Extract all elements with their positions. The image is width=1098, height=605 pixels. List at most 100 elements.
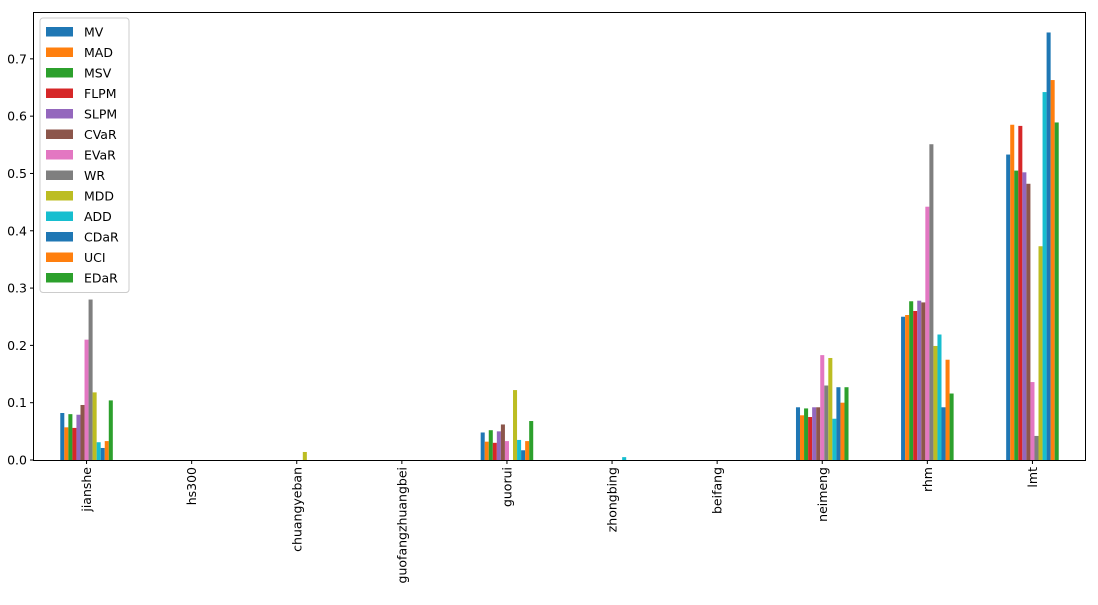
bar-slpm-lmt <box>1022 172 1027 460</box>
bar-cvar-jianshe <box>80 404 85 460</box>
bar-msv-rhm <box>909 301 914 460</box>
bar-slpm-guorui <box>496 431 501 460</box>
bar-uci-rhm <box>945 359 950 460</box>
legend-label-msv: MSV <box>84 66 112 81</box>
legend: MV MAD MSV FLPM SLPM CVaR EVaR WR MDD ADD CDaR UCI E… <box>39 17 130 293</box>
legend-label-uci: UCI <box>84 250 106 265</box>
bar-uci-jianshe <box>104 441 109 460</box>
bar-msv-jianshe <box>68 414 73 460</box>
bar-edar-guorui <box>529 421 534 460</box>
x-tick-label-zhongbing: zhongbing <box>605 467 620 532</box>
x-tick-label-neimeng: neimeng <box>815 467 830 522</box>
y-tick-label: 0.7 <box>7 51 27 66</box>
bar-msv-lmt <box>1014 170 1019 460</box>
bar-add-rhm <box>937 334 942 460</box>
y-tick-label: 0.0 <box>7 453 27 468</box>
legend-label-evar: EVaR <box>84 148 116 163</box>
bar-mdd-rhm <box>933 345 938 460</box>
legend-label-mv: MV <box>84 25 104 40</box>
bar-add-neimeng <box>832 418 837 460</box>
bar-wr-rhm <box>929 144 934 461</box>
bar-uci-guorui <box>525 441 530 460</box>
bar-mad-jianshe <box>64 427 69 460</box>
bar-evar-neimeng <box>820 355 825 460</box>
x-tick-label-beifang: beifang <box>710 467 725 514</box>
bar-edar-jianshe <box>108 400 113 460</box>
legend-box <box>39 17 130 293</box>
bar-mdd-guorui <box>513 390 518 460</box>
bar-flpm-rhm <box>913 311 918 460</box>
bar-flpm-lmt <box>1018 125 1023 461</box>
bar-wr-jianshe <box>88 299 93 460</box>
legend-swatch-cdar <box>46 232 73 242</box>
bar-mad-rhm <box>905 315 910 460</box>
bar-uci-neimeng <box>840 402 845 460</box>
legend-swatch-mad <box>46 47 73 57</box>
bar-cdar-lmt <box>1046 32 1051 460</box>
legend-swatch-flpm <box>46 88 73 98</box>
x-tick-label-chuangyeban: chuangyeban <box>289 467 304 552</box>
legend-swatch-edar <box>46 273 73 283</box>
bar-flpm-neimeng <box>808 417 813 460</box>
bar-mv-lmt <box>1006 154 1011 461</box>
bar-evar-guorui <box>504 441 509 460</box>
bar-edar-neimeng <box>844 387 849 460</box>
bar-add-guorui <box>517 439 522 460</box>
bar-cvar-neimeng <box>816 407 821 460</box>
bar-mdd-jianshe <box>92 392 97 460</box>
bar-edar-rhm <box>949 393 954 460</box>
legend-swatch-wr <box>46 170 73 180</box>
legend-swatch-uci <box>46 252 73 262</box>
bar-edar-lmt <box>1054 122 1059 461</box>
bar-evar-rhm <box>925 206 930 460</box>
x-tick-label-hs300: hs300 <box>184 467 199 505</box>
bar-cvar-guorui <box>500 424 505 460</box>
bar-cdar-neimeng <box>836 387 841 460</box>
bar-add-zhongbing <box>622 457 627 460</box>
legend-label-slpm: SLPM <box>84 107 117 122</box>
bar-mv-jianshe <box>60 413 65 460</box>
bar-wr-neimeng <box>824 385 829 460</box>
bar-mv-guorui <box>480 432 485 460</box>
bar-add-jianshe <box>96 442 101 460</box>
legend-label-cdar: CDaR <box>84 230 119 245</box>
bar-mad-neimeng <box>800 415 805 460</box>
bar-msv-neimeng <box>804 408 809 460</box>
y-tick-label: 0.3 <box>7 281 27 296</box>
x-tick-label-rhm: rhm <box>920 467 935 492</box>
bar-cvar-lmt <box>1026 183 1031 460</box>
x-tick-label-lmt: lmt <box>1025 467 1040 488</box>
legend-swatch-cvar <box>46 129 73 139</box>
legend-swatch-evar <box>46 150 73 160</box>
legend-swatch-slpm <box>46 109 73 119</box>
legend-label-flpm: FLPM <box>84 86 116 101</box>
legend-label-wr: WR <box>84 168 105 183</box>
legend-label-cvar: CVaR <box>84 127 117 142</box>
bar-wr-lmt <box>1034 435 1039 460</box>
legend-swatch-msv <box>46 68 73 78</box>
y-tick-label: 0.1 <box>7 395 27 410</box>
bar-cvar-rhm <box>921 302 926 460</box>
bar-slpm-rhm <box>917 300 922 460</box>
bar-evar-lmt <box>1030 382 1035 460</box>
legend-label-mad: MAD <box>84 45 113 60</box>
bar-evar-jianshe <box>84 339 89 460</box>
bar-mad-lmt <box>1010 124 1015 460</box>
y-tick-label: 0.4 <box>7 223 27 238</box>
legend-swatch-mv <box>46 27 73 37</box>
y-axis: 0.0 0.1 0.2 0.3 0.4 0.5 0.6 0.7 <box>7 51 34 468</box>
y-tick-label: 0.6 <box>7 109 27 124</box>
legend-label-edar: EDaR <box>84 271 118 286</box>
bar-flpm-jianshe <box>72 427 77 460</box>
bar-msv-guorui <box>488 430 493 460</box>
axes-frame <box>33 12 1086 461</box>
x-axis: jianshe hs300 chuangyeban guofangzhuangbei g… <box>79 460 1040 583</box>
bar-mv-neimeng <box>795 407 801 460</box>
x-tick-label-guofangzhuangbei: guofangzhuangbei <box>394 467 409 583</box>
bar-mad-guorui <box>484 441 489 460</box>
legend-swatch-mdd <box>46 191 73 201</box>
legend-swatch-add <box>46 211 73 221</box>
bar-slpm-neimeng <box>812 407 817 460</box>
